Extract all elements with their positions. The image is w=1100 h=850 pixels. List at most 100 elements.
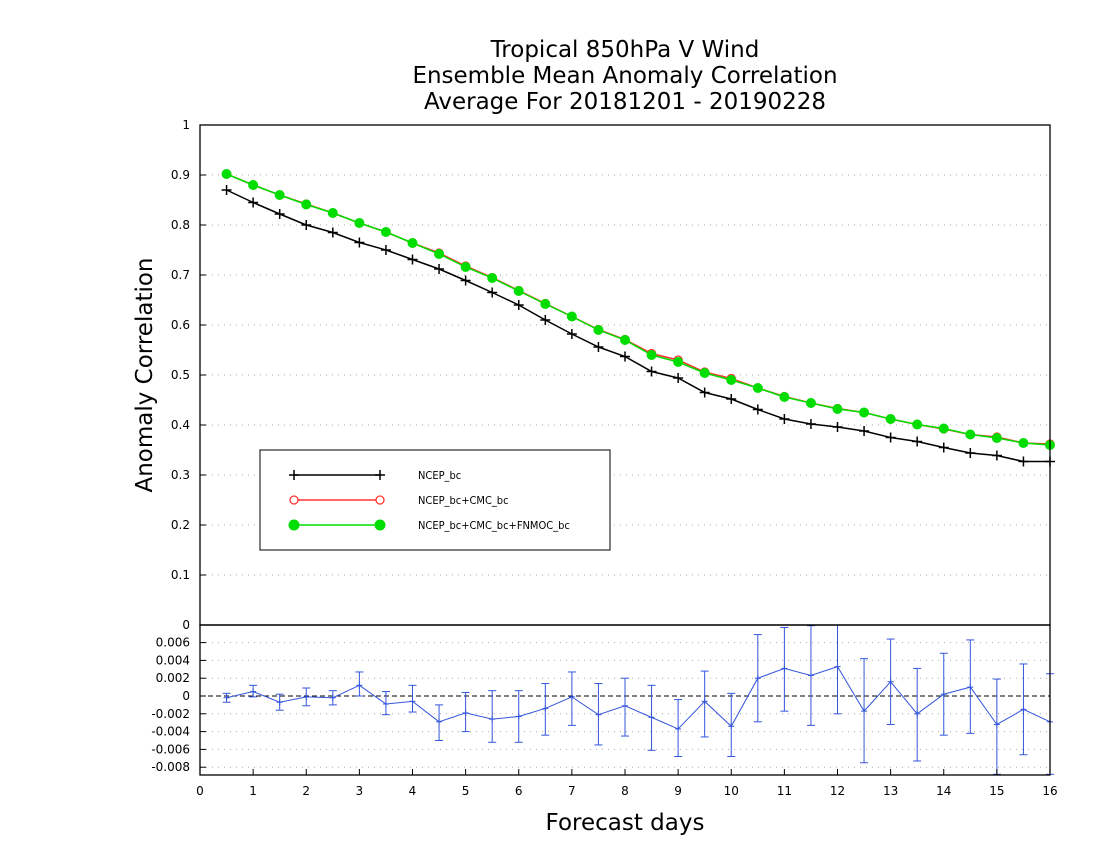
legend-label-1: NCEP_bc [418, 469, 461, 482]
point-ncep-bc [487, 287, 498, 298]
y-tick-label: -0.004 [151, 725, 190, 739]
y-tick-label: 0.002 [156, 671, 190, 685]
x-tick-label: 11 [777, 784, 792, 798]
point-ncep-bc [991, 450, 1002, 461]
point-ncep-cmc-fnmoc [991, 433, 1002, 443]
point-ncep-cmc-fnmoc [885, 414, 896, 424]
y-tick-label: -0.002 [151, 707, 190, 721]
legend-marker [288, 519, 300, 531]
point-ncep-cmc-fnmoc [593, 325, 604, 335]
legend: NCEP_bc NCEP_bc+CMC_bc NCEP_bc+CMC_bc+FNMO… [259, 449, 611, 551]
y-tick-label: 0.2 [171, 518, 190, 532]
y-tick-label: 0.9 [171, 168, 190, 182]
point-ncep-cmc-fnmoc [327, 208, 338, 218]
point-ncep-cmc-fnmoc [274, 190, 285, 200]
point-ncep-cmc-fnmoc [354, 218, 365, 228]
point-ncep-bc [354, 237, 365, 248]
point-ncep-bc [620, 351, 630, 362]
point-ncep-cmc-fnmoc [620, 335, 630, 345]
y-tick-label: 0.8 [171, 218, 190, 232]
point-ncep-bc [859, 426, 870, 436]
point-ncep-cmc-fnmoc [460, 262, 471, 272]
point-ncep-cmc-fnmoc [566, 311, 577, 322]
x-tick-label: 5 [462, 784, 470, 798]
point-ncep-cmc-fnmoc [221, 169, 232, 179]
x-tick-label: 14 [936, 784, 951, 798]
point-ncep-bc [513, 300, 524, 310]
chart-title-line-2: Ensemble Mean Anomaly Correlation [412, 63, 838, 89]
point-ncep-bc [1018, 456, 1029, 467]
point-ncep-bc [434, 264, 445, 274]
point-ncep-bc [407, 254, 418, 265]
legend-label-3: NCEP_bc+CMC_bc+FNMOC_bc [418, 519, 570, 532]
y-tick-label: 0.4 [171, 418, 190, 432]
chart-title-line-3: Average For 20181201 - 20190228 [423, 89, 827, 115]
y-tick-label: 0.1 [171, 568, 190, 582]
point-ncep-cmc-fnmoc [779, 392, 790, 402]
point-ncep-cmc-fnmoc [752, 383, 763, 393]
point-ncep-bc [912, 436, 923, 447]
chart-title-line-1: Tropical 850hPa V Wind [490, 37, 760, 63]
difference-line [226, 666, 1051, 730]
legend-marker [289, 495, 299, 505]
x-tick-label: 13 [883, 784, 898, 798]
series-line-3 [226, 173, 1051, 446]
point-ncep-bc [566, 329, 577, 339]
x-tick-label: 16 [1042, 784, 1057, 798]
point-ncep-bc [646, 366, 657, 377]
x-tick-label: 12 [830, 784, 845, 798]
series-line-2 [226, 173, 1051, 445]
legend-label-2: NCEP_bc+CMC_bc [418, 494, 509, 507]
point-ncep-bc [274, 209, 285, 219]
y-tick-label: -0.006 [151, 742, 190, 756]
point-ncep-bc [779, 414, 790, 424]
x-tick-label: 8 [621, 784, 629, 798]
point-ncep-bc [699, 387, 710, 398]
point-ncep-bc [460, 275, 471, 286]
y-axis-label: Anomaly Correlation [132, 257, 158, 493]
point-ncep-bc [885, 432, 896, 443]
x-tick-label: 1 [249, 784, 257, 798]
point-ncep-cmc-fnmoc [832, 404, 843, 414]
point-ncep-cmc-fnmoc [301, 199, 312, 210]
point-ncep-cmc-fnmoc [513, 286, 524, 296]
point-ncep-bc [593, 342, 604, 352]
x-tick-label: 6 [515, 784, 523, 798]
point-ncep-bc [327, 227, 338, 238]
y-tick-label: 0.7 [171, 268, 190, 282]
point-ncep-cmc-fnmoc [726, 375, 737, 385]
point-ncep-cmc-fnmoc [540, 299, 551, 309]
y-tick-label: 0 [182, 618, 190, 632]
point-ncep-cmc-fnmoc [965, 429, 976, 440]
point-ncep-bc [832, 422, 843, 432]
series-line-1 [226, 189, 1050, 463]
point-ncep-bc [938, 442, 949, 453]
point-ncep-bc [805, 419, 816, 429]
y-tick-label: 1 [182, 118, 190, 132]
y-tick-label: 0.6 [171, 318, 190, 332]
point-ncep-bc [752, 404, 763, 415]
y-tick-label: 0.004 [156, 653, 190, 667]
point-ncep-cmc-fnmoc [859, 407, 870, 418]
axis-ticks: 0.1 0.2 0.3 0.4 0.5 0.6 0.7 0.8 0.9 1 0.006 0.004 0.… [151, 118, 1057, 798]
x-axis-label: Forecast days [545, 810, 705, 836]
point-ncep-bc [248, 197, 259, 208]
point-ncep-cmc-fnmoc [380, 227, 391, 237]
grid-lines [200, 174, 1050, 768]
point-ncep-bc [726, 394, 737, 404]
point-ncep-cmc-fnmoc [1018, 438, 1029, 448]
y-tick-label: 0.006 [156, 636, 190, 650]
y-tick-label: -0.008 [151, 760, 190, 774]
point-ncep-cmc-fnmoc [487, 273, 498, 283]
point-ncep-bc [673, 373, 684, 383]
x-tick-label: 10 [724, 784, 739, 798]
x-tick-label: 4 [409, 784, 417, 798]
lower-plot-frame [199, 624, 1051, 776]
point-ncep-bc [965, 448, 976, 458]
point-ncep-cmc-fnmoc [805, 398, 816, 408]
y-tick-label: 0 [182, 689, 190, 703]
point-ncep-cmc-fnmoc [248, 180, 259, 190]
point-ncep-cmc-fnmoc [434, 249, 445, 259]
point-ncep-bc [380, 245, 391, 255]
